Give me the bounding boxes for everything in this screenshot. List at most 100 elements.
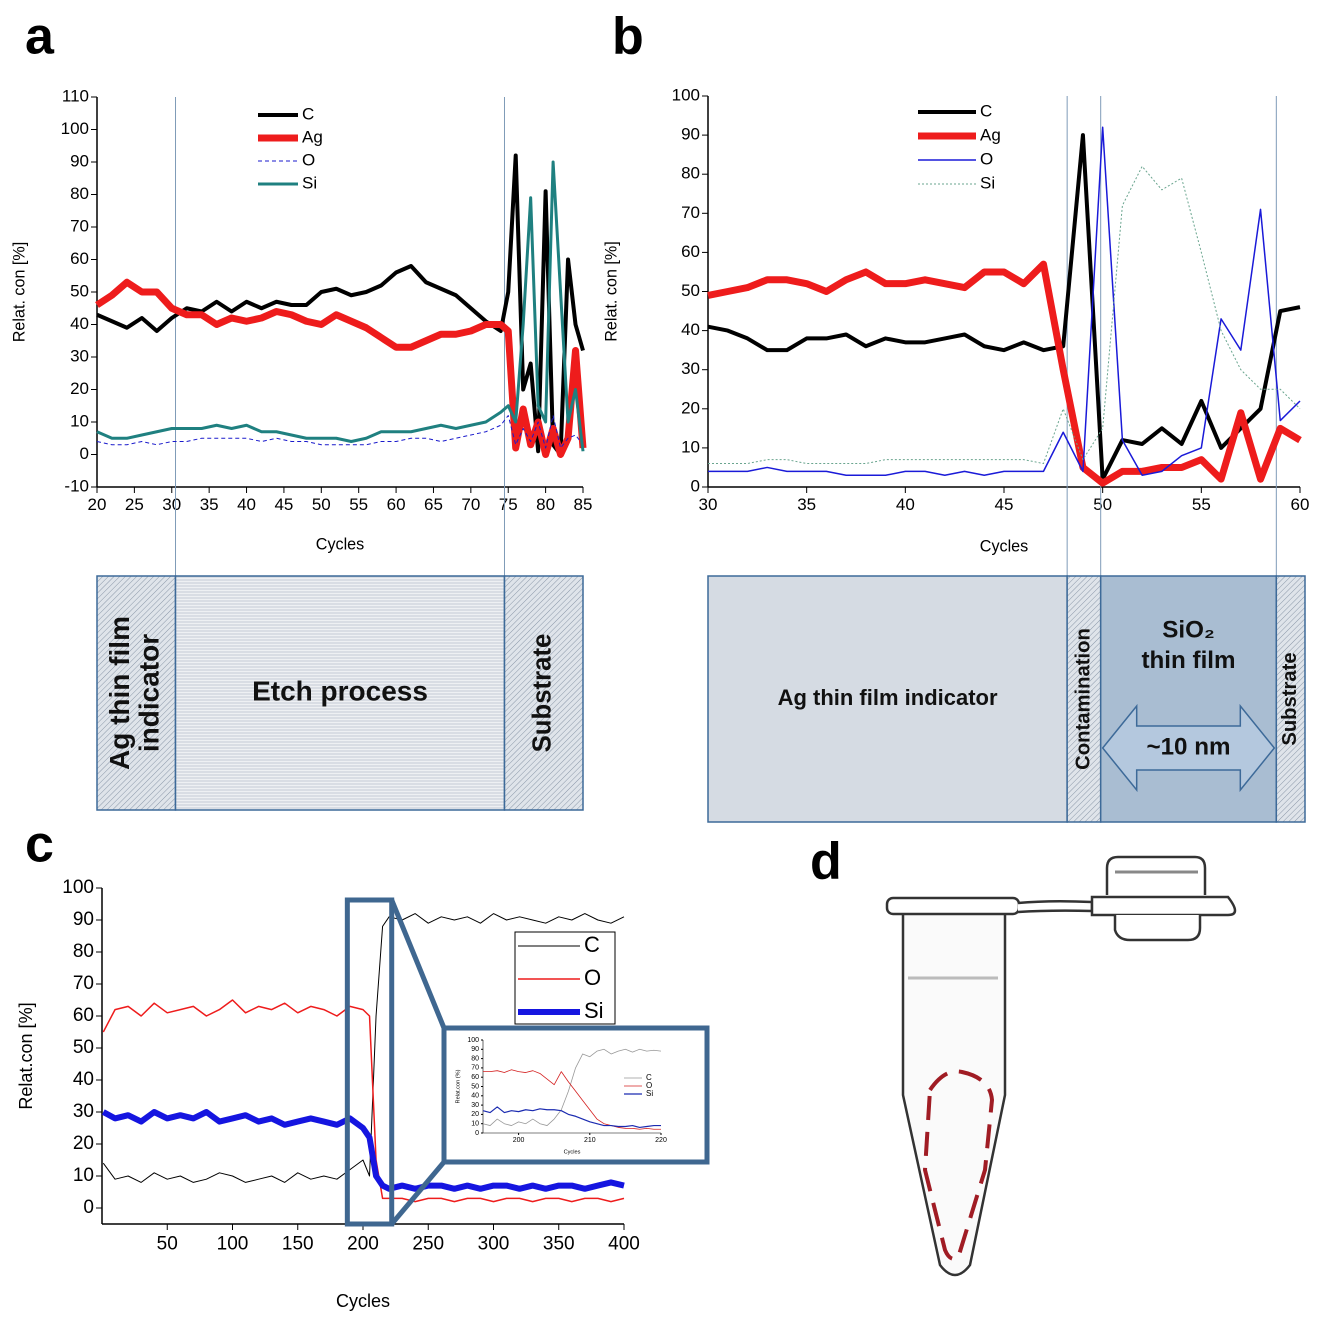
x-tick-label: 100 (217, 1233, 249, 1254)
x-tick-label: 50 (312, 495, 331, 514)
y-tick-label: 90 (70, 151, 89, 170)
x-tick-label: 45 (274, 495, 293, 514)
layer-box (503, 575, 584, 811)
series-line (482, 1106, 661, 1129)
y-tick-label: -10 (64, 476, 89, 495)
x-tick-label: 70 (461, 495, 480, 514)
legend-label: O (302, 150, 315, 169)
x-tick-label: 80 (536, 495, 555, 514)
y-tick-label: 10 (73, 1165, 94, 1186)
y-tick-label: 80 (70, 184, 89, 203)
y-tick-label: 0 (475, 1130, 479, 1137)
y-tick-label: 70 (73, 973, 94, 994)
panel-label: b (612, 8, 644, 66)
y-tick-label: 100 (467, 1037, 479, 1044)
x-tick-label: 45 (995, 495, 1014, 514)
x-tick-label: 35 (797, 495, 816, 514)
legend-label: Si (584, 998, 604, 1023)
zoom-box (344, 897, 395, 1227)
x-tick-label: 75 (499, 495, 518, 514)
layer-box (1275, 575, 1306, 823)
legend-label: C (980, 101, 992, 120)
y-tick-label: 20 (70, 379, 89, 398)
x-tick-label: 200 (513, 1137, 525, 1144)
arrow-label: ~10 nm (1146, 733, 1230, 760)
layer-box (96, 575, 177, 811)
series-line (708, 126, 1301, 477)
x-tick-label: 150 (282, 1233, 314, 1254)
panel-label: a (25, 8, 55, 66)
y-axis-label: Relat.con [%] (16, 1002, 36, 1109)
y-tick-label: 50 (471, 1083, 479, 1090)
x-tick-label: 400 (608, 1233, 640, 1254)
y-tick-label: 100 (61, 119, 89, 138)
layer-label: SiO₂ (1162, 616, 1214, 643)
y-tick-label: 30 (471, 1102, 479, 1109)
y-tick-label: 50 (73, 1037, 94, 1058)
legend-label: O (584, 965, 601, 990)
y-tick-label: 0 (80, 444, 89, 463)
y-tick-label: 20 (681, 398, 700, 417)
y-tick-label: 80 (681, 164, 700, 183)
y-tick-label: 70 (70, 216, 89, 235)
zoom-connector (389, 1160, 446, 1226)
layer-box (1066, 575, 1102, 823)
panel-label: c (25, 816, 54, 874)
layer-label: Ag thin film (104, 616, 135, 770)
zoom-connector (389, 899, 447, 1029)
legend-label: Ag (302, 127, 323, 146)
series-line (96, 160, 585, 452)
legend-label: O (646, 1081, 652, 1090)
x-tick-label: 20 (88, 495, 107, 514)
legend-label: C (646, 1073, 652, 1082)
x-axis-label: Cycles (564, 1149, 581, 1155)
layer-label: indicator (133, 634, 164, 752)
y-tick-label: 50 (70, 281, 89, 300)
x-tick-label: 30 (162, 495, 181, 514)
legend-label: Si (302, 173, 317, 192)
y-tick-label: 0 (691, 476, 700, 495)
legend-label: C (302, 104, 314, 123)
y-tick-label: 20 (471, 1111, 479, 1118)
x-tick-label: 210 (584, 1137, 596, 1144)
y-axis-label: Relat. con [%] (10, 242, 28, 342)
series-line (102, 913, 625, 1183)
x-tick-label: 25 (125, 495, 144, 514)
layer-label: Substrate (529, 634, 557, 753)
y-tick-label: 40 (73, 1069, 94, 1090)
layer-label: Contamination (1072, 628, 1094, 770)
y-tick-label: 40 (70, 314, 89, 333)
y-tick-label: 40 (471, 1093, 479, 1100)
y-tick-label: 30 (70, 346, 89, 365)
series-line (96, 415, 584, 449)
y-tick-label: 70 (471, 1065, 479, 1072)
x-axis-label: Cycles (980, 537, 1028, 555)
y-tick-label: 90 (681, 125, 700, 144)
y-tick-label: 30 (73, 1101, 94, 1122)
series-line (707, 260, 1302, 487)
layer-label: Etch process (252, 675, 428, 706)
chart: -10 0 10 20 30 40 50 60 70 80 90 100 110 20 25 30 35 40 45… (10, 8, 593, 811)
x-tick-label: 200 (347, 1233, 379, 1254)
series-line (102, 999, 625, 1203)
x-tick-label: 50 (157, 1233, 178, 1254)
x-tick-label: 60 (387, 495, 406, 514)
x-tick-label: 55 (1192, 495, 1211, 514)
series-line (482, 1048, 662, 1126)
y-tick-label: 60 (471, 1074, 479, 1081)
x-tick-label: 40 (237, 495, 256, 514)
x-tick-label: 85 (574, 495, 593, 514)
inset-frame (441, 1025, 710, 1165)
y-tick-label: 30 (681, 359, 700, 378)
legend-label: Ag (980, 125, 1001, 144)
x-tick-label: 50 (1093, 495, 1112, 514)
y-tick-label: 100 (672, 85, 700, 104)
y-tick-label: 110 (62, 86, 89, 105)
y-tick-label: 10 (681, 437, 700, 456)
x-tick-label: 55 (349, 495, 368, 514)
layer-box (1099, 575, 1278, 823)
y-tick-label: 0 (83, 1197, 94, 1218)
double-arrow (1101, 703, 1276, 793)
y-tick-label: 90 (471, 1046, 479, 1053)
